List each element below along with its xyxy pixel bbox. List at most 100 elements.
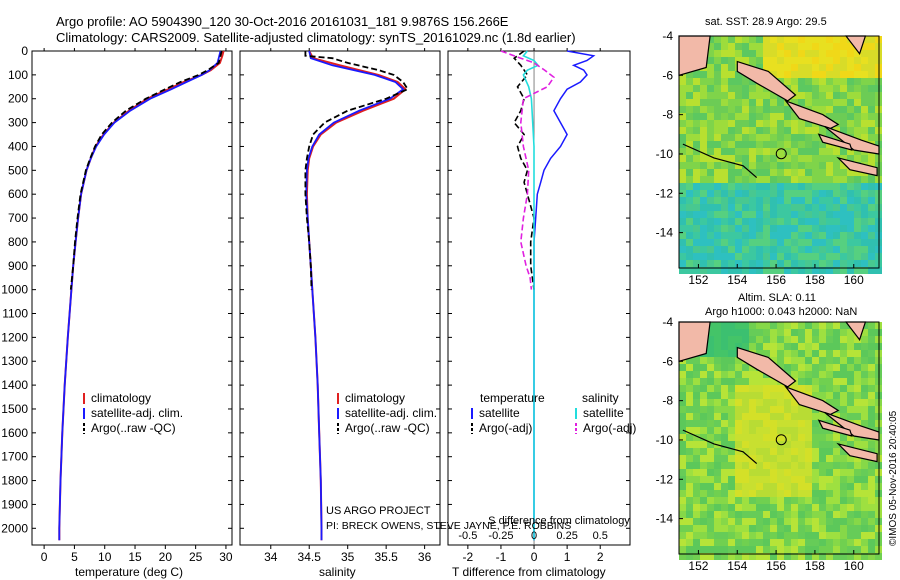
map-3-cell xyxy=(819,141,826,148)
map-4-cell xyxy=(763,448,770,455)
map-3-cell xyxy=(819,225,826,232)
map-3-cell xyxy=(693,197,700,204)
map-3-cell xyxy=(826,71,833,78)
map-3-cell xyxy=(714,183,721,190)
map-4-cell xyxy=(777,322,784,329)
map-3-cell xyxy=(812,106,819,113)
map-4-cell xyxy=(840,448,847,455)
map-4-cell xyxy=(798,322,805,329)
map-4-cell xyxy=(791,357,798,364)
map-4-cell xyxy=(826,504,833,511)
map-4-cell xyxy=(756,336,763,343)
map-4-cell xyxy=(826,518,833,525)
map-4-cell xyxy=(840,455,847,462)
map-3-cell xyxy=(875,267,882,274)
map-3-cell xyxy=(707,204,714,211)
map-4-cell xyxy=(749,476,756,483)
map-4-cell xyxy=(735,420,742,427)
map-4-cell xyxy=(756,532,763,539)
map-3-cell xyxy=(700,260,707,267)
map-3-cell xyxy=(721,260,728,267)
map-4-cell xyxy=(679,406,686,413)
map-3-cell xyxy=(742,50,749,57)
map-4-cell xyxy=(840,511,847,518)
map-3-cell xyxy=(686,85,693,92)
map-4-cell xyxy=(686,371,693,378)
map-3-cell xyxy=(833,204,840,211)
map-4-cell xyxy=(679,525,686,532)
map-3-cell xyxy=(742,246,749,253)
map-4-cell xyxy=(721,525,728,532)
map-4-cell xyxy=(791,371,798,378)
map-3-cell xyxy=(749,78,756,85)
map-4-cell xyxy=(679,497,686,504)
map-4-cell xyxy=(784,322,791,329)
map-4-cell xyxy=(756,476,763,483)
map-4-cell xyxy=(854,350,861,357)
depth-label-13: 1300 xyxy=(1,354,28,368)
map-3-cell xyxy=(700,225,707,232)
map-3-cell xyxy=(840,155,847,162)
map-4-cell xyxy=(840,392,847,399)
map-4-cell xyxy=(700,497,707,504)
map-3-cell xyxy=(707,57,714,64)
map-3-cell xyxy=(749,57,756,64)
map-3-cell xyxy=(847,246,854,253)
map-3-cell xyxy=(847,155,854,162)
map-4-cell xyxy=(791,455,798,462)
map-4-cell xyxy=(784,420,791,427)
map-3-cell xyxy=(707,232,714,239)
map-4-argo-marker xyxy=(775,434,787,446)
map-4-cell xyxy=(693,448,700,455)
map-4-cell xyxy=(854,469,861,476)
map-4-cell xyxy=(742,385,749,392)
map-4-cell xyxy=(777,469,784,476)
map-3-cell xyxy=(749,267,756,274)
map-3-cell xyxy=(735,36,742,43)
map-3-cell xyxy=(826,50,833,57)
map-3-cell xyxy=(819,218,826,225)
map-4-cell xyxy=(826,455,833,462)
map-3-cell xyxy=(679,162,686,169)
map-3-cell xyxy=(735,162,742,169)
map-3-cell xyxy=(735,78,742,85)
map-3-cell xyxy=(742,190,749,197)
map-4-cell xyxy=(707,392,714,399)
xtick-label-0-5: 25 xyxy=(189,550,203,564)
depth-label-1: 100 xyxy=(8,68,28,82)
map-4-cell xyxy=(840,525,847,532)
map-3-ytick-label-4: -12 xyxy=(656,186,674,200)
map-4-cell xyxy=(791,385,798,392)
map-3-cell xyxy=(805,92,812,99)
map-4-cell xyxy=(833,420,840,427)
map-4-cell xyxy=(707,539,714,546)
map-4-cell xyxy=(784,399,791,406)
map-4-cell xyxy=(826,511,833,518)
map-3-cell xyxy=(756,183,763,190)
map-4-cell xyxy=(854,336,861,343)
map-4-cell xyxy=(833,518,840,525)
map-3-cell xyxy=(847,120,854,127)
map-3-cell xyxy=(707,162,714,169)
map-4-cell xyxy=(770,504,777,511)
map-4-cell xyxy=(868,343,875,350)
map-4-cell xyxy=(686,553,693,560)
map-4-cell xyxy=(798,455,805,462)
map-3-cell xyxy=(742,211,749,218)
map-4-cell xyxy=(868,350,875,357)
map-4-ytick-label-0: -4 xyxy=(662,315,673,329)
map-3-cell xyxy=(707,169,714,176)
map-4-cell xyxy=(833,329,840,336)
map-4-cell xyxy=(770,532,777,539)
depth-label-17: 1700 xyxy=(1,450,28,464)
xtick-label-1-4: 36 xyxy=(418,550,432,564)
map-3-island-4 xyxy=(836,156,878,177)
map-4-cell xyxy=(686,392,693,399)
map-3-cell xyxy=(826,267,833,274)
map-3-cell xyxy=(763,204,770,211)
map-4-cell xyxy=(714,350,721,357)
map-3-cell xyxy=(861,134,868,141)
map-3-cell xyxy=(763,155,770,162)
map-3-cell xyxy=(833,57,840,64)
map-4-cell xyxy=(707,497,714,504)
